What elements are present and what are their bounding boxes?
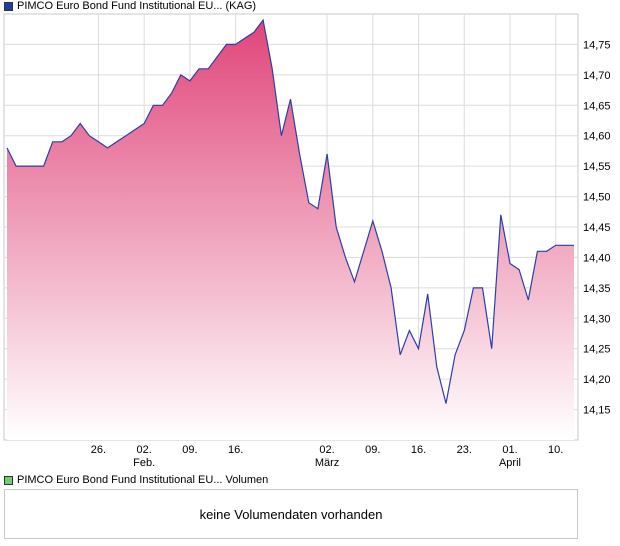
x-month-label: April	[499, 457, 521, 469]
volume-panel: keine Volumendaten vorhanden	[4, 489, 578, 539]
y-tick-label: 14,30	[583, 313, 611, 325]
x-month-label: März	[315, 457, 339, 469]
y-tick-label: 14,65	[583, 100, 611, 112]
price-legend: PIMCO Euro Bond Fund Institutional EU...…	[4, 0, 256, 12]
x-tick-label: 01.	[502, 444, 517, 456]
y-tick-label: 14,60	[583, 131, 611, 143]
y-tick-label: 14,55	[583, 161, 611, 173]
price-chart: 14,15 14,20 14,25 14,30 14,35 14,40 14,45 14,50…	[3, 13, 611, 469]
x-tick-label: 16.	[411, 444, 426, 456]
x-tick-label: 02.	[319, 444, 334, 456]
volume-legend-label: PIMCO Euro Bond Fund Institutional EU...…	[17, 474, 269, 486]
y-tick-label: 14,70	[583, 70, 611, 82]
x-tick-label: 16.	[228, 444, 243, 456]
y-tick-label: 14,20	[583, 374, 611, 386]
price-legend-swatch	[4, 1, 13, 11]
y-tick-label: 14,40	[583, 252, 611, 264]
x-tick-label: 26.	[91, 444, 106, 456]
price-line	[6, 18, 574, 404]
y-tick-label: 14,75	[583, 39, 611, 51]
x-tick-label: 23.	[457, 444, 472, 456]
y-tick-label: 14,35	[583, 283, 611, 295]
x-tick-label: 02.	[137, 444, 152, 456]
y-tick-label: 14,45	[583, 222, 611, 234]
volume-legend: PIMCO Euro Bond Fund Institutional EU...…	[4, 474, 268, 486]
x-tick-label: 09.	[182, 444, 197, 456]
y-tick-label: 14,50	[583, 192, 611, 204]
x-tick-label: 09.	[365, 444, 380, 456]
volume-empty-message: keine Volumendaten vorhanden	[199, 506, 383, 522]
x-month-label: Feb.	[133, 457, 155, 469]
volume-legend-swatch	[4, 475, 13, 485]
y-tick-label: 14,15	[583, 405, 611, 417]
y-tick-label: 14,25	[583, 344, 611, 356]
price-legend-label: PIMCO Euro Bond Fund Institutional EU...…	[17, 0, 257, 12]
x-tick-label: 10.	[548, 444, 563, 456]
